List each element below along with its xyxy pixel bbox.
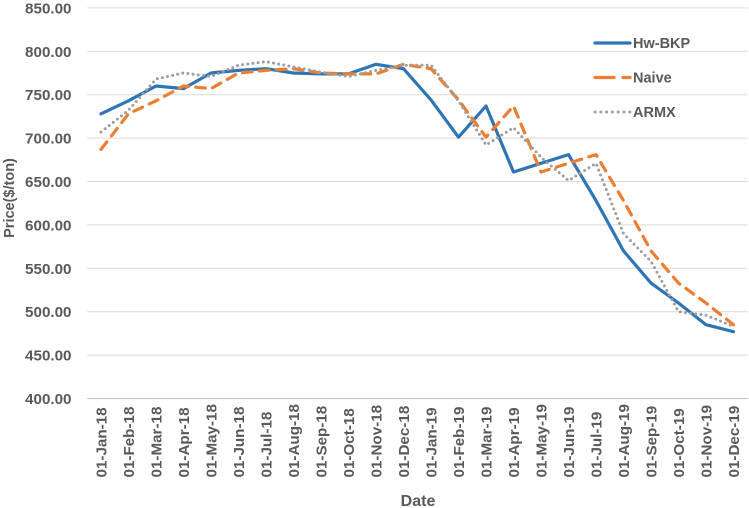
svg-text:01-Feb-18: 01-Feb-18	[121, 407, 138, 478]
svg-text:01-Mar-19: 01-Mar-19	[479, 407, 496, 478]
svg-text:400.00: 400.00	[25, 391, 71, 408]
svg-text:750.00: 750.00	[25, 87, 71, 104]
svg-text:01-Jul-19: 01-Jul-19	[589, 412, 606, 478]
svg-text:01-May-18: 01-May-18	[204, 404, 221, 477]
svg-text:01-Nov-18: 01-Nov-18	[369, 405, 386, 478]
svg-text:01-Aug-18: 01-Aug-18	[286, 404, 303, 477]
svg-text:700.00: 700.00	[25, 131, 71, 148]
svg-text:450.00: 450.00	[25, 348, 71, 365]
svg-text:01-Jul-18: 01-Jul-18	[259, 412, 276, 478]
svg-text:01-Sep-18: 01-Sep-18	[314, 406, 331, 478]
svg-text:01-Feb-19: 01-Feb-19	[451, 407, 468, 478]
svg-text:01-Dec-19: 01-Dec-19	[726, 406, 743, 478]
svg-text:Price($/ton): Price($/ton)	[2, 158, 18, 238]
svg-text:01-Aug-19: 01-Aug-19	[616, 404, 633, 477]
svg-text:01-Oct-18: 01-Oct-18	[341, 408, 358, 477]
svg-text:650.00: 650.00	[25, 174, 71, 191]
svg-text:Hw-BKP: Hw-BKP	[633, 36, 691, 52]
svg-text:550.00: 550.00	[25, 261, 71, 278]
svg-text:01-Nov-19: 01-Nov-19	[699, 405, 716, 478]
svg-text:01-Jan-18: 01-Jan-18	[94, 407, 111, 477]
svg-text:500.00: 500.00	[25, 304, 71, 321]
svg-text:01-May-19: 01-May-19	[534, 404, 551, 477]
svg-text:01-Dec-18: 01-Dec-18	[396, 406, 413, 478]
svg-text:ARMX: ARMX	[633, 105, 676, 121]
svg-text:01-Sep-19: 01-Sep-19	[644, 406, 661, 478]
svg-text:850.00: 850.00	[25, 0, 71, 17]
svg-text:01-Mar-18: 01-Mar-18	[149, 407, 166, 478]
svg-text:Naive: Naive	[633, 71, 672, 87]
svg-text:Date: Date	[401, 493, 436, 508]
svg-text:01-Jun-19: 01-Jun-19	[561, 407, 578, 478]
svg-text:01-Apr-19: 01-Apr-19	[506, 407, 523, 477]
svg-text:600.00: 600.00	[25, 217, 71, 234]
svg-text:01-Oct-19: 01-Oct-19	[671, 408, 688, 477]
svg-text:01-Jan-19: 01-Jan-19	[424, 407, 441, 477]
svg-text:01-Jun-18: 01-Jun-18	[231, 407, 248, 478]
svg-text:01-Apr-18: 01-Apr-18	[176, 407, 193, 477]
svg-text:800.00: 800.00	[25, 44, 71, 61]
